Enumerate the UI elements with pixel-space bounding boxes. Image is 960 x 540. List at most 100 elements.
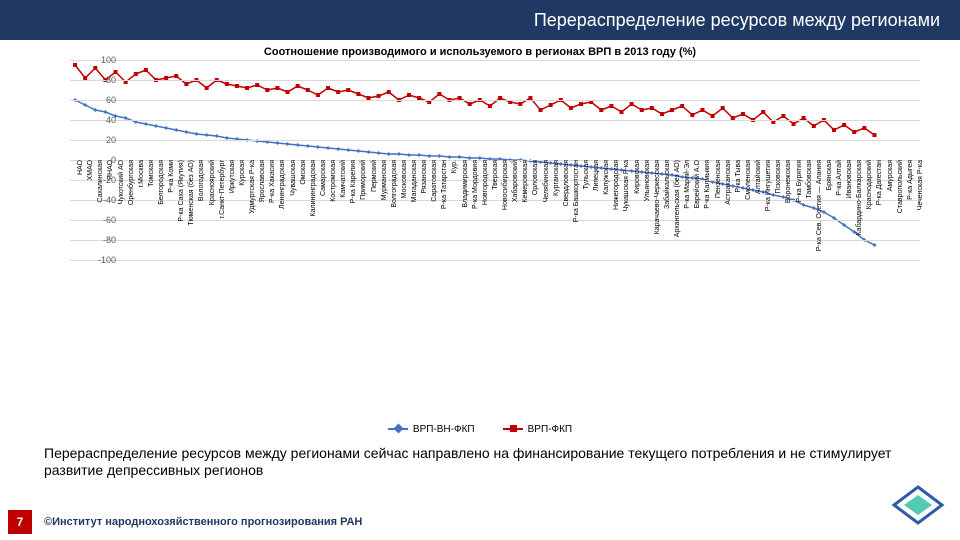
x-axis-label: Краснодарский [866,160,873,209]
x-axis-label: Курская [239,160,246,186]
y-tick: -60 [103,215,116,225]
x-axis-label: Р-ка Тыва [735,160,742,193]
x-axis-label: Челябинская [543,160,550,202]
x-axis-label: Рязанская [421,160,428,194]
legend-label: ВРП-ВН-ФКП [413,424,475,435]
x-axis-label: Чеченская Р-ка [917,160,924,210]
x-axis-label: Камчатский [340,160,347,198]
x-axis-label: Волгоградская [391,160,398,208]
x-axis-label: Хабаровский [512,160,519,202]
x-axis-label: Новосибирская [502,160,509,210]
x-axis-label: Приморский [360,160,367,200]
x-axis-label: Смоленская [745,160,752,200]
legend-item: ВРП-ФКП [503,424,572,435]
x-axis-label: Архангельская (без АО) [674,160,681,237]
x-axis-label: Калужская [603,160,610,195]
x-axis-label: Новгородская [482,160,489,205]
x-axis-label: Р-ка Адыгея [907,160,914,200]
x-axis-label: Белгородская [158,160,165,205]
header-bar: Перераспределение ресурсов между региона… [0,0,960,40]
x-axis-label: Самарская [320,160,327,196]
x-axis-label: Р-ка Мордовия [472,160,479,209]
x-axis-label: Орловская [532,160,539,195]
y-tick: 40 [106,115,116,125]
x-axis-label: Алтайский [755,160,762,194]
x-axis-label: Р-ка Татарстан [441,160,448,209]
y-tick: 0 [111,155,116,165]
y-tick: 100 [101,55,116,65]
x-axis-label: Мурманская [381,160,388,200]
x-axis-label: Р-ка Сев. Осетия — Алания [816,160,823,251]
x-axis-label: Ивановская [846,160,853,198]
body-text: Перераспределение ресурсов между региона… [44,445,930,480]
x-axis-label: НАО [77,160,84,175]
y-tick: -80 [103,235,116,245]
y-tick: -40 [103,195,116,205]
page-title: Перераспределение ресурсов между региона… [534,10,940,31]
y-tick: 20 [106,135,116,145]
y-tick: 80 [106,75,116,85]
x-axis-label: Пензенская [715,160,722,198]
x-axis-label: Воронежская [785,160,792,203]
x-axis-label: Ярославская [259,160,266,202]
chart-legend: ВРП-ВН-ФКП ВРП-ФКП [0,422,960,435]
x-axis-label: Р-ка Дагестан [876,160,883,205]
x-axis-label: ХМАО [87,160,94,180]
x-axis-label: Владимирская [462,160,469,208]
x-axis-label: Удмуртская Р-ка [249,160,256,214]
x-axis-label: Тамбовская [806,160,813,199]
x-axis-label: Костромская [330,160,337,202]
legend-label: ВРП-ФКП [528,424,572,435]
x-axis-label: Тульская [583,160,590,189]
x-axis-label: Красноярский [209,160,216,205]
x-axis-label: Томская [148,160,155,187]
page-number: 7 [8,510,32,534]
credit-line: ©Институт народнохозяйственного прогнози… [44,516,362,528]
legend-item: ВРП-ВН-ФКП [388,424,475,435]
x-axis-label: Тверская [492,160,499,190]
logo [890,485,946,530]
x-axis-label: Омская [300,160,307,185]
footer: 7 ©Институт народнохозяйственного прогно… [0,510,960,534]
x-axis-label: г.Москва [138,160,145,188]
x-axis-label: Оренбургская [128,160,135,205]
x-axis-label: Курганская [553,160,560,196]
x-axis-label: Астраханская [725,160,732,205]
x-axis-label: Р-ка Башкортостан [573,160,580,222]
x-axis-label: Нижегородская [613,160,620,210]
x-axis-label: Чукотский АО [118,160,125,204]
x-axis-label: Кемеровская [522,160,529,203]
x-axis-label: Саратовская [431,160,438,202]
x-axis-label: Кур. [451,160,458,173]
x-axis-label: Р-ка Саха (Якутия) [178,160,185,222]
x-axis-label: Пермский [371,160,378,192]
y-tick: -20 [103,175,116,185]
x-axis-label: Тюменская (без АО) [188,160,195,226]
x-axis-label: Калининградская [310,160,317,216]
x-axis-label: Ставропольский [897,160,904,213]
x-axis-label: Р-ка Алтай [836,160,843,196]
chart-area: НАОХМАОСахалинскаяЯНАОЧукотский АООренбу… [30,60,930,420]
x-axis-label: Иркутская [229,160,236,193]
x-axis-label: Чукашская Р-ка [623,160,630,211]
x-axis-label: Кировская [634,160,641,194]
x-axis-label: Амурская [887,160,894,191]
x-axis-label: Липецкая [593,160,600,191]
y-tick: 60 [106,95,116,105]
x-axis-label: Р-ка Бурятия [796,160,803,202]
x-axis-label: Забайкальская [664,160,671,209]
x-axis-label: Р-ка Хакасия [269,160,276,203]
x-axis-label: Псковская [775,160,782,194]
x-axis-label: г.Санкт-Петербург [219,160,226,219]
x-axis-label: Р-ка Марий-Эл [684,160,691,209]
x-axis-label: Р-ка Коми [168,160,175,193]
diamond-marker-icon [388,428,408,430]
x-axis-label: Чувашская [290,160,297,196]
x-axis-label: Брянская [826,160,833,190]
x-axis-label: Р-ка Калмыкия [704,160,711,209]
x-axis-label: Московская [401,160,408,198]
x-axis-label: Свердловская [563,160,570,207]
x-axis-label: Ленинградская [279,160,286,209]
x-axis-label: Р-ка Ингушетия [765,160,772,211]
y-tick: -100 [98,255,116,265]
